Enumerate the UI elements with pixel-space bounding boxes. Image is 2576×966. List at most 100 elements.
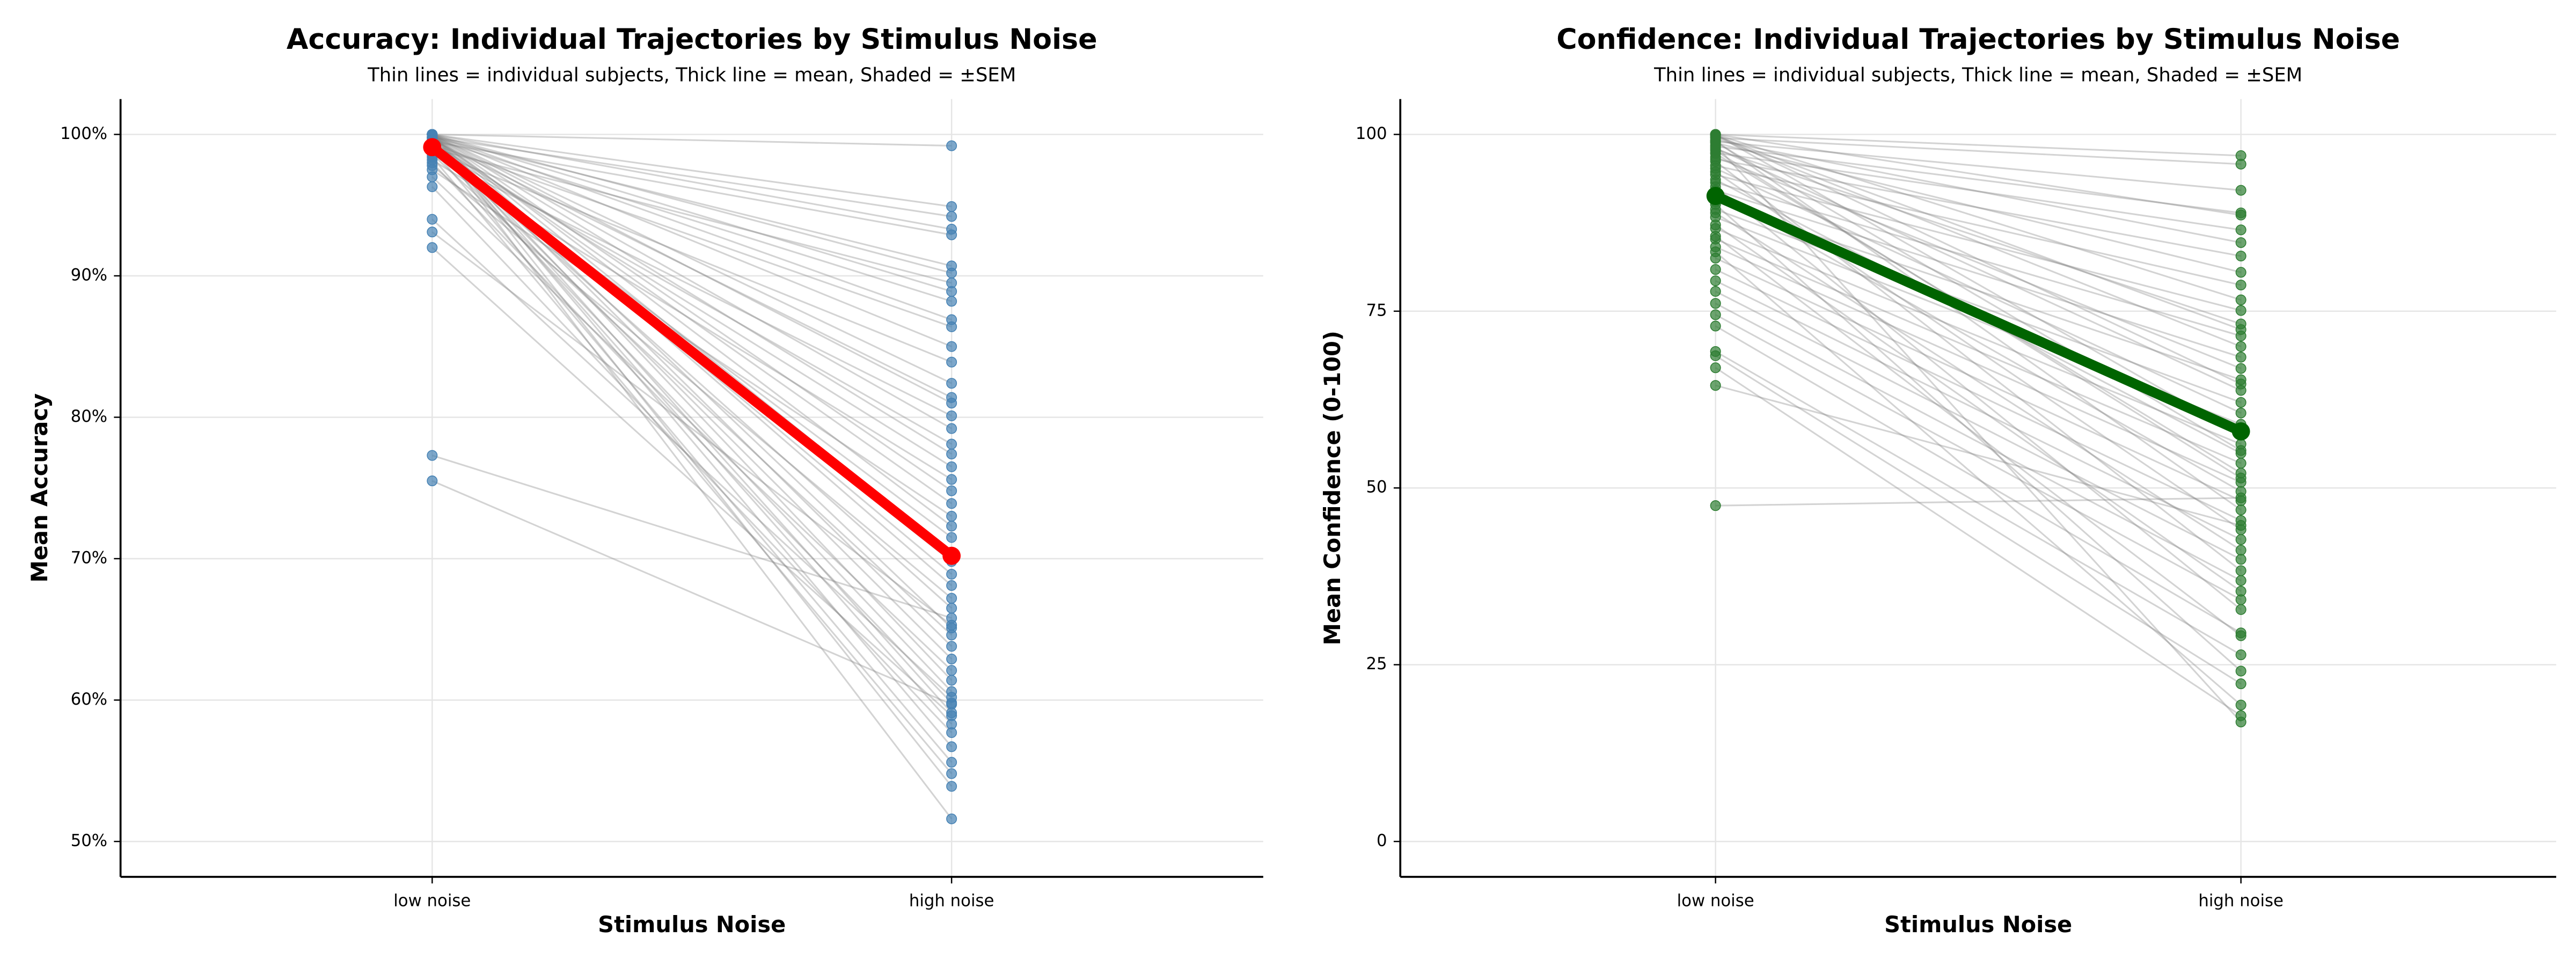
subject-line <box>431 176 953 671</box>
subject-line <box>1715 268 2242 522</box>
subject-point <box>946 461 957 472</box>
subject-point <box>946 592 957 604</box>
subject-line <box>1715 280 2242 540</box>
mean-point <box>423 138 442 157</box>
subject-line <box>431 134 952 348</box>
subject-point <box>946 378 957 389</box>
subject-line <box>1715 246 2242 484</box>
subject-point <box>1710 309 1721 320</box>
subject-point <box>946 140 957 151</box>
subject-point <box>2235 158 2246 170</box>
subject-line <box>431 134 952 404</box>
x-tick-label: low noise <box>1677 891 1754 910</box>
subject-point <box>946 438 957 450</box>
subject-point <box>946 510 957 522</box>
subject-line <box>1715 238 2242 464</box>
subject-line <box>432 136 952 217</box>
subject-point <box>946 398 957 409</box>
subject-line <box>1715 367 2242 716</box>
subject-line <box>431 231 953 626</box>
subject-line <box>431 218 953 698</box>
subject-point <box>427 242 438 253</box>
subject-point <box>2235 305 2246 316</box>
subject-line <box>431 186 953 734</box>
panel: Confidence: Individual Trajectories by S… <box>1319 23 2557 938</box>
subject-point <box>2235 267 2246 278</box>
subject-line <box>431 156 953 774</box>
subject-line <box>431 455 952 619</box>
subject-point <box>946 665 957 676</box>
subject-point <box>1710 362 1721 374</box>
subject-line <box>432 133 952 208</box>
subject-point <box>1710 286 1721 297</box>
subject-line <box>1715 134 2242 435</box>
subject-line <box>1715 303 2242 582</box>
subject-line <box>1715 208 2242 404</box>
subject-point <box>427 226 438 238</box>
subject-point <box>946 410 957 421</box>
subject-point <box>2235 378 2246 390</box>
subject-line <box>1715 203 2242 672</box>
subject-line <box>431 169 953 517</box>
subject-line <box>431 137 952 302</box>
subject-point <box>2235 665 2246 677</box>
subject-point <box>2235 699 2246 711</box>
subject-point <box>946 201 957 212</box>
subject-point <box>2235 504 2246 516</box>
subject-line <box>431 134 953 527</box>
subject-line <box>431 134 952 292</box>
subject-point <box>946 699 957 710</box>
subject-line <box>1715 164 2242 286</box>
subject-line <box>1715 290 2242 560</box>
subject-line <box>431 148 952 445</box>
subject-line <box>431 480 952 705</box>
subject-point <box>2235 341 2246 352</box>
subject-point <box>1710 350 1721 361</box>
subject-point <box>2235 534 2246 545</box>
subject-point <box>427 450 438 461</box>
y-tick-label: 70% <box>71 548 107 567</box>
mean-point <box>942 546 961 565</box>
x-tick-label: high noise <box>2198 891 2284 910</box>
subject-point <box>1710 500 1721 511</box>
subject-point <box>946 710 957 721</box>
subject-point <box>946 654 957 665</box>
subject-point <box>946 474 957 485</box>
subject-point <box>946 211 957 222</box>
y-tick-label: 100 <box>1356 124 1387 143</box>
subject-point <box>946 727 957 738</box>
subject-line <box>1715 384 2242 526</box>
subject-point <box>1710 145 1721 156</box>
subject-point <box>427 214 438 225</box>
subject-line <box>431 134 953 714</box>
subject-point <box>946 321 957 332</box>
y-axis-label: Mean Accuracy <box>26 393 53 583</box>
subject-line <box>1715 147 2242 391</box>
subject-line <box>1715 140 2242 511</box>
subject-line <box>431 134 953 787</box>
subject-point <box>946 521 957 532</box>
subject-line <box>1715 141 2241 192</box>
subject-line <box>1715 133 2241 157</box>
subject-point <box>427 171 438 182</box>
subject-line <box>1715 158 2241 257</box>
subject-point <box>1710 380 1721 391</box>
subject-line <box>432 133 952 147</box>
subject-point <box>2235 594 2246 605</box>
subject-point <box>427 475 438 487</box>
y-tick-label: 50 <box>1366 478 1387 497</box>
subject-point <box>946 485 957 496</box>
subject-point <box>2235 185 2246 196</box>
subject-point <box>946 532 957 543</box>
subject-point <box>1710 219 1721 231</box>
subject-line <box>431 142 952 468</box>
x-axis-label: Stimulus Noise <box>598 911 786 938</box>
subject-point <box>2235 224 2246 236</box>
subject-point <box>946 296 957 307</box>
subject-point <box>946 757 957 768</box>
subject-point <box>946 630 957 641</box>
subject-point <box>2235 545 2246 556</box>
subject-point <box>946 768 957 779</box>
subject-line <box>431 247 953 716</box>
